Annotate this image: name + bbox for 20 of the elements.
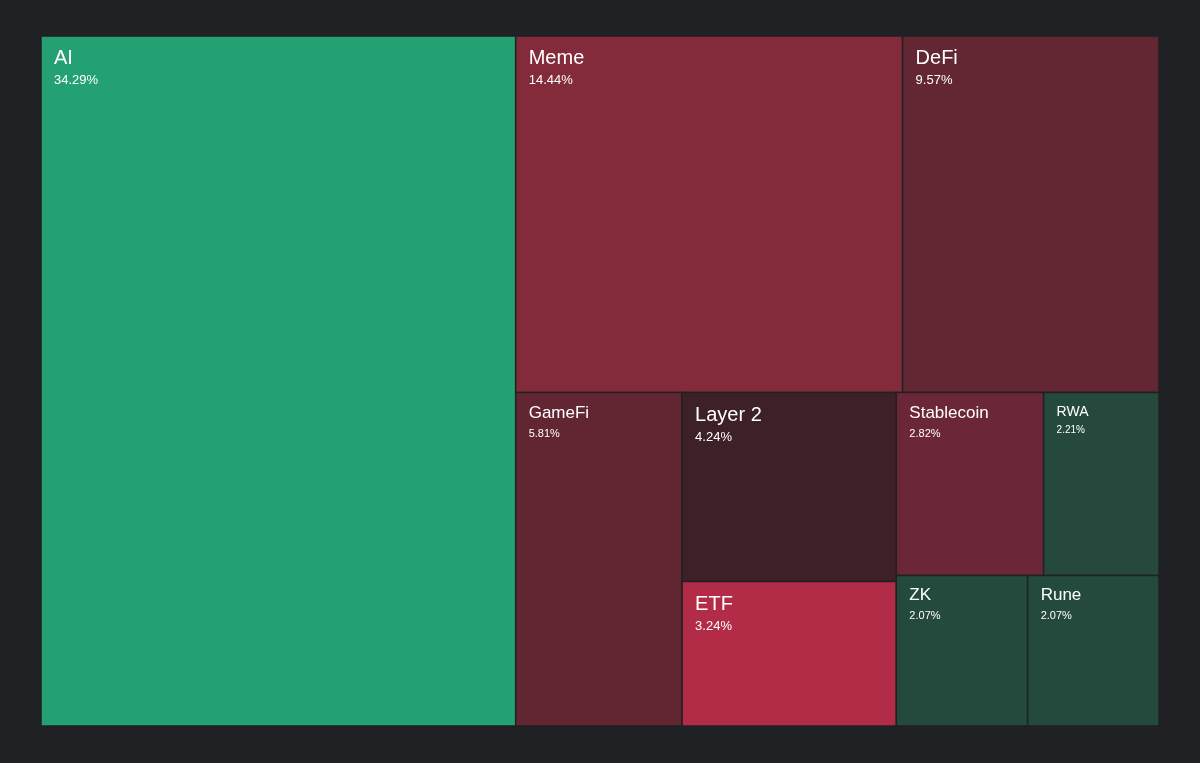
category-label: Meme	[528, 46, 585, 68]
category-label: Rune	[1040, 585, 1082, 605]
category-label: Layer 2	[695, 402, 762, 425]
data-label: 2.07%	[1040, 609, 1073, 622]
data-label: 2.21%	[1056, 423, 1086, 435]
data-label: 14.44%	[528, 72, 574, 87]
category-label: ETF	[695, 591, 733, 614]
category-label: Stablecoin	[909, 402, 989, 422]
data-label: 9.57%	[915, 72, 953, 87]
data-label: 3.24%	[695, 617, 733, 633]
category-label: GameFi	[528, 402, 590, 422]
category-label: AI	[54, 46, 73, 68]
data-label: 2.82%	[909, 426, 941, 439]
data-label: 5.81%	[528, 426, 561, 439]
data-label: 2.07%	[909, 609, 941, 622]
category-label: DeFi	[915, 46, 958, 68]
data-label: 34.29%	[54, 72, 99, 87]
category-label: RWA	[1056, 402, 1090, 419]
category-label: ZK	[909, 585, 932, 605]
data-label: 4.24%	[695, 428, 733, 444]
